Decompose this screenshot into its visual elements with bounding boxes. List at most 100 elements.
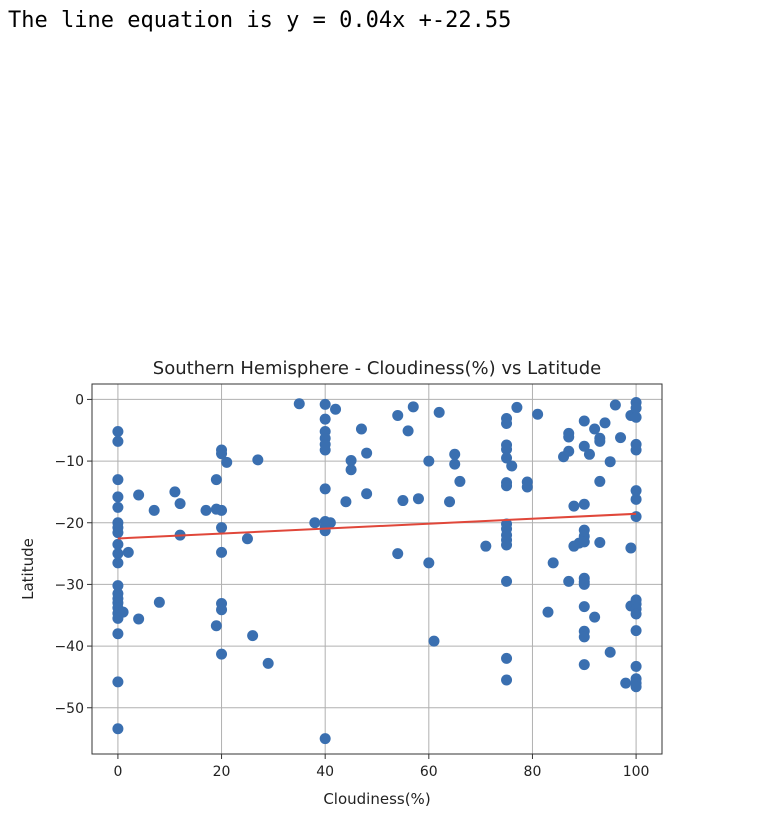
data-point [133, 489, 145, 501]
data-point [112, 527, 124, 539]
data-point [133, 613, 145, 625]
data-point [397, 495, 409, 507]
data-point [501, 652, 513, 664]
chart-title: Southern Hemisphere - Cloudiness(%) vs L… [153, 358, 601, 379]
data-point [112, 474, 124, 486]
data-point [578, 440, 590, 452]
data-point [594, 475, 606, 487]
data-point [216, 648, 228, 660]
data-point [262, 657, 274, 669]
data-point [433, 406, 445, 418]
data-point [112, 723, 124, 735]
data-point [210, 474, 222, 486]
data-point [501, 575, 513, 587]
data-point [599, 417, 611, 429]
data-point [112, 435, 124, 447]
data-point [112, 580, 124, 592]
data-point [615, 432, 627, 444]
data-point [340, 496, 352, 508]
data-point [210, 620, 222, 632]
data-point [563, 431, 575, 443]
line-equation-output: The line equation is y = 0.04x +-22.55 [8, 8, 512, 33]
data-point [547, 557, 559, 569]
data-point [480, 540, 492, 552]
data-point [153, 596, 165, 608]
data-point [630, 511, 642, 523]
data-point [630, 485, 642, 497]
y-tick-label: −20 [54, 516, 84, 532]
data-point [112, 491, 124, 503]
data-point [252, 454, 264, 466]
data-point [241, 533, 253, 545]
data-point [361, 488, 373, 500]
data-point [309, 517, 321, 529]
x-axis-label: Cloudiness(%) [323, 790, 430, 808]
data-point [630, 625, 642, 637]
y-tick-label: 0 [75, 392, 84, 408]
data-point [216, 504, 228, 516]
data-point [449, 448, 461, 460]
data-point [112, 557, 124, 569]
data-point [511, 401, 523, 413]
data-point [169, 486, 181, 498]
data-point [506, 460, 518, 472]
data-point [112, 628, 124, 640]
y-tick-label: −10 [54, 454, 84, 470]
data-point [604, 646, 616, 658]
x-tick-label: 60 [420, 764, 438, 780]
x-tick-label: 40 [316, 764, 334, 780]
data-point [345, 464, 357, 476]
data-point [501, 539, 513, 551]
x-tick-label: 100 [623, 764, 650, 780]
data-point [407, 401, 419, 413]
data-point [112, 548, 124, 560]
data-point [355, 423, 367, 435]
data-point [216, 604, 228, 616]
data-point [221, 456, 233, 468]
data-point [620, 677, 632, 689]
data-point [319, 444, 331, 456]
data-point [594, 435, 606, 447]
data-point [293, 398, 305, 410]
data-point [112, 501, 124, 513]
data-point [583, 448, 595, 460]
y-tick-label: −50 [54, 701, 84, 717]
data-point [423, 557, 435, 569]
y-tick-label: −40 [54, 639, 84, 655]
data-point [630, 493, 642, 505]
y-axis-label: Latitude [19, 538, 37, 600]
data-point [630, 411, 642, 423]
data-point [444, 496, 456, 508]
data-point [319, 413, 331, 425]
data-point [630, 660, 642, 672]
data-point [247, 630, 259, 642]
data-point [174, 498, 186, 510]
data-point [392, 548, 404, 560]
data-point [345, 454, 357, 466]
data-point [568, 500, 580, 512]
data-point [454, 475, 466, 487]
data-point [412, 493, 424, 505]
y-tick-label: −30 [54, 577, 84, 593]
axis-ticks: 0 20 40 60 80 100 0 −10 −20 −30 −40 −50 [54, 392, 649, 780]
data-point [501, 443, 513, 455]
data-point [122, 546, 134, 558]
data-point [578, 659, 590, 671]
data-point [578, 601, 590, 613]
regression-line [117, 512, 637, 540]
data-point [216, 546, 228, 558]
data-point [112, 676, 124, 688]
data-point [589, 423, 601, 435]
data-point [501, 452, 513, 464]
data-point [449, 458, 461, 470]
data-point [609, 399, 621, 411]
data-point [594, 536, 606, 548]
data-point [625, 542, 637, 554]
data-point [630, 402, 642, 414]
data-points [112, 397, 642, 745]
data-point [423, 455, 435, 467]
data-point [578, 498, 590, 510]
data-point [216, 522, 228, 534]
data-point [216, 448, 228, 460]
